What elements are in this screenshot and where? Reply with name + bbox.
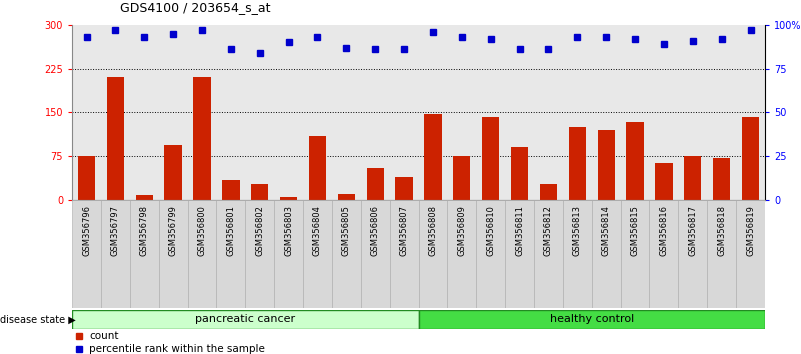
Text: GSM356798: GSM356798 [139, 205, 149, 256]
Bar [130, 200, 159, 308]
Text: GSM356802: GSM356802 [256, 205, 264, 256]
Text: GSM356809: GSM356809 [457, 205, 466, 256]
Bar [534, 200, 563, 308]
Text: GSM356800: GSM356800 [198, 205, 207, 256]
Bar [101, 200, 130, 308]
Text: GSM356813: GSM356813 [573, 205, 582, 256]
Text: pancreatic cancer: pancreatic cancer [195, 314, 296, 325]
Bar [222, 179, 239, 200]
Text: GSM356814: GSM356814 [602, 205, 610, 256]
Text: GSM356819: GSM356819 [746, 205, 755, 256]
Bar [72, 310, 418, 329]
Text: GSM356818: GSM356818 [717, 205, 727, 256]
Bar [742, 117, 759, 200]
Bar [448, 200, 477, 308]
Text: GSM356805: GSM356805 [342, 205, 351, 256]
Text: GSM356817: GSM356817 [688, 205, 698, 256]
Bar [303, 200, 332, 308]
Bar [332, 200, 360, 308]
Bar [187, 200, 216, 308]
Text: GSM356804: GSM356804 [313, 205, 322, 256]
Bar [453, 156, 470, 200]
Bar [482, 117, 499, 200]
Bar [107, 78, 124, 200]
Text: disease state ▶: disease state ▶ [0, 314, 76, 325]
Bar [418, 310, 765, 329]
Bar [389, 200, 418, 308]
Bar [280, 197, 297, 200]
Text: GDS4100 / 203654_s_at: GDS4100 / 203654_s_at [120, 1, 271, 14]
Bar [78, 156, 95, 200]
Text: healthy control: healthy control [549, 314, 634, 325]
Bar [477, 200, 505, 308]
Bar [274, 200, 303, 308]
Bar [713, 158, 731, 200]
Text: GSM356811: GSM356811 [515, 205, 524, 256]
Bar [159, 200, 187, 308]
Bar [309, 136, 326, 200]
Bar [569, 127, 586, 200]
Bar [626, 122, 644, 200]
Bar [338, 194, 355, 200]
Bar [251, 184, 268, 200]
Text: GSM356810: GSM356810 [486, 205, 495, 256]
Bar [736, 200, 765, 308]
Bar [164, 144, 182, 200]
Bar [621, 200, 650, 308]
Text: GSM356815: GSM356815 [630, 205, 639, 256]
Bar [655, 163, 673, 200]
Bar [72, 200, 101, 308]
Text: GSM356808: GSM356808 [429, 205, 437, 256]
Bar [684, 156, 702, 200]
Bar [707, 200, 736, 308]
Bar [505, 200, 534, 308]
Bar [563, 200, 592, 308]
Text: count: count [90, 331, 119, 341]
Text: GSM356797: GSM356797 [111, 205, 120, 256]
Bar [135, 195, 153, 200]
Bar [540, 184, 557, 200]
Bar [193, 78, 211, 200]
Bar [592, 200, 621, 308]
Text: GSM356803: GSM356803 [284, 205, 293, 256]
Text: GSM356806: GSM356806 [371, 205, 380, 256]
Bar [678, 200, 707, 308]
Bar [598, 130, 615, 200]
Bar [216, 200, 245, 308]
Bar [245, 200, 274, 308]
Bar [650, 200, 678, 308]
Bar [367, 168, 384, 200]
Text: GSM356812: GSM356812 [544, 205, 553, 256]
Text: GSM356799: GSM356799 [169, 205, 178, 256]
Text: GSM356816: GSM356816 [659, 205, 668, 256]
Text: GSM356807: GSM356807 [400, 205, 409, 256]
Text: GSM356796: GSM356796 [82, 205, 91, 256]
Text: GSM356801: GSM356801 [227, 205, 235, 256]
Bar [418, 200, 448, 308]
Bar [425, 114, 441, 200]
Bar [360, 200, 389, 308]
Bar [511, 147, 528, 200]
Bar [396, 177, 413, 200]
Text: percentile rank within the sample: percentile rank within the sample [90, 343, 265, 354]
